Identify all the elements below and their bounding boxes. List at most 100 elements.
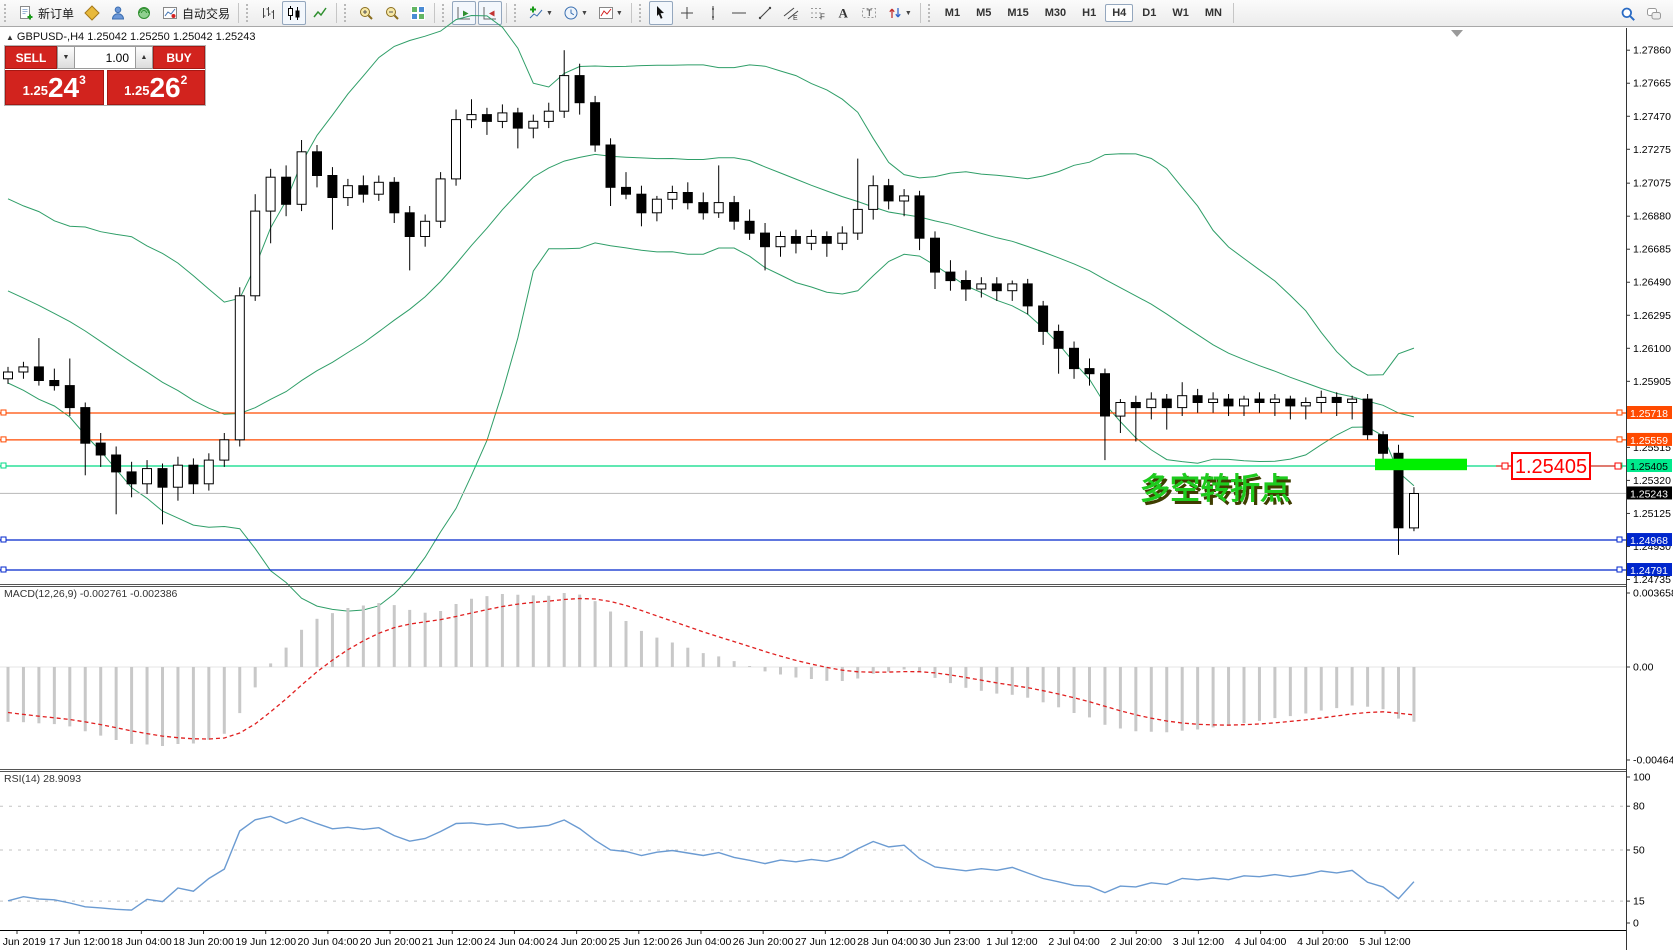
timeframe-m15-button[interactable]: M15 xyxy=(1007,7,1029,19)
auto-scroll-button[interactable] xyxy=(452,1,477,25)
toolbar-drag-handle[interactable] xyxy=(344,4,350,22)
navigator-icon xyxy=(112,6,125,20)
dropdown-caret-icon[interactable]: ▼ xyxy=(580,9,588,17)
timeframe-m5-button[interactable]: M5 xyxy=(976,7,992,19)
line-chart-button[interactable] xyxy=(308,1,332,25)
arrows-button[interactable]: ▼ xyxy=(883,1,916,25)
timeframe-m1-button[interactable]: M1 xyxy=(944,7,961,19)
candle xyxy=(126,471,137,485)
hline-level[interactable] xyxy=(0,436,1626,443)
candle xyxy=(358,185,369,195)
toolbar-drag-handle[interactable] xyxy=(442,4,448,22)
candle xyxy=(1331,396,1342,403)
turning-point-text[interactable]: 多空转折点 xyxy=(1140,473,1290,506)
candle xyxy=(775,236,786,248)
collapse-arrow-icon[interactable]: ▲ xyxy=(6,33,14,42)
timeframe-mn-button[interactable]: MN xyxy=(1204,7,1222,19)
autotrading-button[interactable]: 自动交易 xyxy=(158,1,234,25)
timeframe-h4-button[interactable]: H4 xyxy=(1105,4,1134,22)
bar-chart-button[interactable] xyxy=(256,1,280,25)
dropdown-caret-icon[interactable]: ▼ xyxy=(546,9,553,17)
trendline-icon xyxy=(758,6,772,20)
toolbar-separator xyxy=(506,3,508,23)
timeframe-w1-button[interactable]: W1 xyxy=(1172,7,1189,19)
zoom-in-button[interactable] xyxy=(354,1,378,25)
tile-windows-button[interactable] xyxy=(406,1,430,25)
fibonacci-button[interactable]: F xyxy=(805,1,829,25)
chat-icon xyxy=(1647,8,1661,20)
indicators-button[interactable]: ▼ xyxy=(524,1,557,25)
turning-zone-rect[interactable] xyxy=(1375,458,1467,471)
text-label-button[interactable]: T xyxy=(857,1,881,25)
market-watch-button[interactable] xyxy=(80,1,104,25)
dropdown-caret-icon[interactable]: ▼ xyxy=(904,9,912,17)
chat-button[interactable] xyxy=(1642,2,1666,26)
trade-panel-top-row: SELL ▼ ▲ BUY xyxy=(5,46,205,69)
candle xyxy=(806,236,817,244)
hline-level[interactable] xyxy=(0,409,1626,416)
timeframe-m30-button[interactable]: M30 xyxy=(1044,7,1067,19)
equidistant-channel-button[interactable]: E xyxy=(779,1,803,25)
rsi-panel[interactable] xyxy=(0,805,1626,911)
time-label: 3 Jul 12:00 xyxy=(1173,936,1225,948)
zoom-out-button[interactable] xyxy=(380,1,404,25)
autotrading-label: 自动交易 xyxy=(182,6,231,21)
svg-text:1.27275: 1.27275 xyxy=(1633,144,1671,156)
sell-price-small: 1.25 xyxy=(22,83,48,98)
toolbar-drag-handle[interactable] xyxy=(927,4,934,22)
dropdown-caret-icon[interactable]: ▼ xyxy=(615,9,623,17)
text-button[interactable]: A xyxy=(831,1,855,25)
toolbar-drag-handle[interactable] xyxy=(638,4,645,22)
buy-price-box[interactable]: 1.25 26 2 xyxy=(106,70,205,105)
candle xyxy=(250,210,261,297)
trendline-button[interactable] xyxy=(753,1,777,25)
connection-button[interactable] xyxy=(132,1,156,25)
candle xyxy=(1269,398,1280,404)
price-badge xyxy=(1627,459,1672,473)
timeframe-h1-button[interactable]: H1 xyxy=(1082,7,1097,19)
volume-increase-button[interactable]: ▲ xyxy=(135,46,153,69)
candle xyxy=(868,185,879,210)
chart-shift-marker-icon[interactable] xyxy=(1451,30,1463,37)
time-label: 5 Jul 12:00 xyxy=(1359,936,1411,948)
hline-level[interactable] xyxy=(0,536,1626,543)
crosshair-button[interactable] xyxy=(675,1,699,25)
candle xyxy=(404,212,415,238)
volume-decrease-button[interactable]: ▼ xyxy=(57,46,75,69)
chart-shift-button[interactable] xyxy=(478,1,503,25)
new-order-button[interactable]: 新订单 xyxy=(14,1,78,25)
templates-button[interactable]: ▼ xyxy=(594,1,627,25)
main-toolbar: 新订单 自动交易 ▼ ▼ ▼ E F A T ▼ M1 M5 M15 M30 H1 H4 D1 W1 MN xyxy=(0,0,1673,27)
svg-text:1.25559: 1.25559 xyxy=(1630,435,1668,447)
sell-button[interactable]: SELL xyxy=(5,46,57,69)
volume-input[interactable] xyxy=(75,46,135,69)
time-label: 26 Jun 20:00 xyxy=(733,936,794,948)
svg-text:50: 50 xyxy=(1633,845,1645,857)
price-axis[interactable]: 1.27860 1.27665 1.27470 1.27275 1.27075 1.268… xyxy=(1626,28,1673,950)
tile-windows-icon xyxy=(411,6,426,20)
symbol-info-bar[interactable]: ▲ GBPUSD-,H4 1.25042 1.25250 1.25042 1.25… xyxy=(6,31,255,43)
sell-price-box[interactable]: 1.25 24 3 xyxy=(5,70,104,105)
timeframe-d1-button[interactable]: D1 xyxy=(1142,7,1157,19)
candle xyxy=(1300,402,1311,407)
candlestick-chart-button[interactable] xyxy=(282,1,307,25)
price-callout[interactable]: 1.25405 xyxy=(1496,452,1622,481)
hline-level[interactable] xyxy=(0,566,1626,573)
macd-panel[interactable] xyxy=(0,593,1626,746)
navigator-button[interactable] xyxy=(106,1,130,25)
toolbar-drag-handle[interactable] xyxy=(514,4,520,22)
periods-button[interactable]: ▼ xyxy=(559,1,592,25)
horizontal-line-button[interactable] xyxy=(727,1,751,25)
buy-button[interactable]: BUY xyxy=(153,46,205,69)
vertical-line-button[interactable] xyxy=(701,1,725,25)
price-badge xyxy=(1627,406,1672,419)
time-label: 26 Jun 04:00 xyxy=(671,936,732,948)
buy-price-big: 26 xyxy=(149,72,181,103)
toolbar-drag-handle[interactable] xyxy=(4,4,10,22)
cursor-button[interactable] xyxy=(648,1,673,25)
toolbar-drag-handle[interactable] xyxy=(246,4,252,22)
search-button[interactable] xyxy=(1616,2,1640,26)
